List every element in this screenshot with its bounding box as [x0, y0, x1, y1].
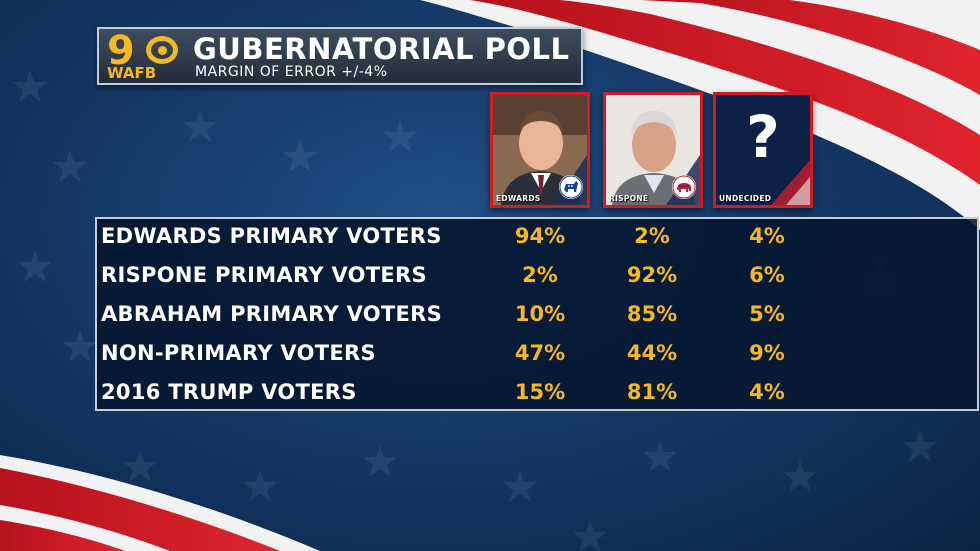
question-mark-icon: ? — [746, 103, 780, 171]
flag-stripe-red-bottom-2 — [0, 520, 125, 551]
page-title: GUBERNATORIAL POLL — [193, 32, 570, 66]
value-rispone: 92% — [626, 263, 678, 287]
logo-eye-icon — [146, 36, 178, 64]
row-label: 2016 TRUMP VOTERS — [101, 380, 357, 404]
value-edwards: 94% — [514, 224, 566, 248]
value-undecided: 4% — [749, 380, 785, 404]
table-row: EDWARDS PRIMARY VOTERS 94% 2% 4% — [97, 220, 977, 259]
republican-elephant-icon — [672, 175, 696, 199]
poll-header: 9 WAFB GUBERNATORIAL POLL MARGIN OF ERRO… — [97, 27, 583, 85]
logo-number: 9 — [107, 28, 135, 74]
page-subtitle: MARGIN OF ERROR +/-4% — [195, 64, 388, 80]
value-undecided: 5% — [749, 302, 785, 326]
democrat-donkey-icon — [559, 175, 583, 199]
candidate-name-undecided: UNDECIDED — [719, 194, 772, 203]
flag-stripe-red-top-2 — [640, 0, 980, 95]
row-label: RISPONE PRIMARY VOTERS — [101, 263, 427, 287]
results-table: EDWARDS PRIMARY VOTERS 94% 2% 4% RISPONE… — [95, 217, 979, 411]
value-rispone: 81% — [626, 380, 678, 404]
value-rispone: 2% — [634, 224, 670, 248]
table-row: ABRAHAM PRIMARY VOTERS 10% 85% 5% — [97, 298, 977, 337]
value-edwards: 10% — [514, 302, 566, 326]
candidate-name-rispone: RISPONE — [609, 194, 649, 203]
station-logo: 9 WAFB — [105, 28, 185, 82]
undecided-background — [716, 95, 810, 205]
candidate-card-undecided: ? UNDECIDED — [713, 92, 813, 208]
table-row: 2016 TRUMP VOTERS 15% 81% 4% — [97, 376, 977, 415]
value-undecided: 6% — [749, 263, 785, 287]
logo-callsign: WAFB — [107, 64, 157, 82]
value-edwards: 15% — [514, 380, 566, 404]
table-row: NON-PRIMARY VOTERS 47% 44% 9% — [97, 337, 977, 376]
value-edwards: 2% — [522, 263, 558, 287]
candidate-name-edwards: EDWARDS — [496, 194, 541, 203]
table-row: RISPONE PRIMARY VOTERS 2% 92% 6% — [97, 259, 977, 298]
candidate-card-rispone: RISPONE — [603, 92, 703, 208]
flag-stripe-white-top-3 — [760, 0, 980, 50]
value-rispone: 85% — [626, 302, 678, 326]
value-rispone: 44% — [626, 341, 678, 365]
candidate-card-edwards: EDWARDS — [490, 92, 590, 208]
row-label: EDWARDS PRIMARY VOTERS — [101, 224, 442, 248]
value-edwards: 47% — [514, 341, 566, 365]
value-undecided: 9% — [749, 341, 785, 365]
row-label: ABRAHAM PRIMARY VOTERS — [101, 302, 443, 326]
row-label: NON-PRIMARY VOTERS — [101, 341, 376, 365]
value-undecided: 4% — [749, 224, 785, 248]
